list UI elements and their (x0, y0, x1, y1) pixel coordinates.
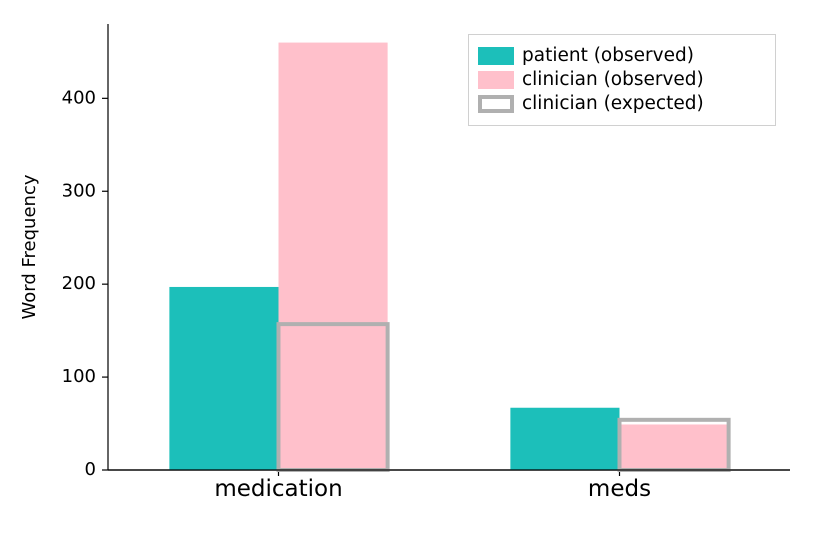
legend-clinician-expected-label: clinician (expected) (522, 92, 704, 116)
legend-clinician-expected: clinician (expected) (478, 92, 766, 116)
x-tick-label: medication (214, 476, 342, 502)
y-tick-label: 0 (85, 459, 96, 480)
y-tick-label: 400 (62, 87, 96, 108)
bar-patient-observed (169, 287, 278, 470)
x-tick-label: meds (588, 476, 651, 502)
y-tick-label: 100 (62, 366, 96, 387)
legend-patient-observed-swatch (478, 47, 514, 65)
bar-clinician-observed (620, 424, 729, 470)
chart-container: 0 100 200 300 400 Word Frequency medication med… (0, 0, 817, 533)
bar-patient-observed (510, 408, 619, 470)
y-axis-label: Word Frequency (19, 174, 40, 319)
bar-clinician-observed (279, 43, 388, 470)
legend-clinician-expected-swatch (478, 95, 514, 113)
legend-clinician-observed: clinician (observed) (478, 68, 766, 92)
y-tick-label: 200 (62, 273, 96, 294)
y-tick-label: 300 (62, 180, 96, 201)
legend-clinician-observed-swatch (478, 71, 514, 89)
legend-patient-observed-label: patient (observed) (522, 44, 694, 68)
legend-patient-observed: patient (observed) (478, 44, 766, 68)
legend-clinician-observed-label: clinician (observed) (522, 68, 704, 92)
legend: patient (observed)clinician (observed)cl… (468, 34, 776, 126)
